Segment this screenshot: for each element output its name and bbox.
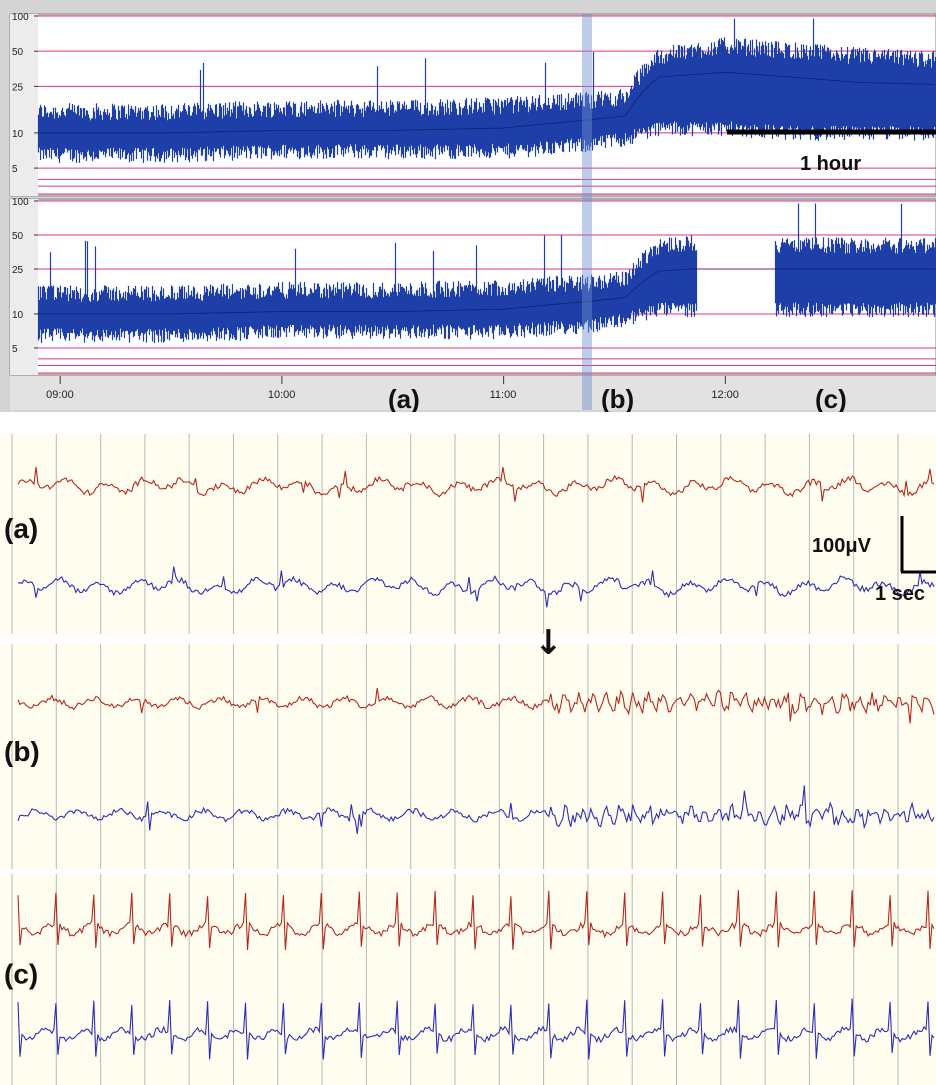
eeg-segment-0: (a) 100μV 1 sec	[0, 434, 936, 634]
segment-marker-2: (c)	[815, 384, 847, 412]
eeg-channel-2-1	[17, 998, 935, 1060]
eeg-segment-label-0: (a)	[4, 513, 38, 544]
y-tick-2-0: 100	[12, 197, 29, 208]
time-tick-1: 10:00	[268, 389, 296, 401]
time-tick-3: 12:00	[711, 389, 739, 401]
trend-panel-1-yaxis	[10, 14, 38, 196]
eeg-svg: (a) 100μV 1 sec (b) ↓ (c)	[0, 434, 936, 1085]
time-tick-2: 11:00	[490, 389, 517, 401]
eeg-segment-bg	[0, 874, 936, 1085]
eeg-channel-2-0	[17, 890, 935, 951]
eeg-segment-bg	[0, 644, 936, 869]
trend-layer: 100 50 25 10 5 100 50 25 10 5	[12, 12, 936, 374]
y-tick-1-4: 5	[12, 164, 18, 175]
eeg-channel-1-1	[17, 785, 935, 834]
y-tick-2-4: 5	[12, 344, 18, 355]
trend-svg: 100 50 25 10 5 100 50 25 10 5 09:00 10:00 11:00 12:0…	[9, 12, 936, 412]
eeg-scale-bar: 100μV 1 sec	[812, 516, 936, 605]
y-tick-2-3: 10	[12, 310, 24, 321]
selection-cursor[interactable]	[582, 14, 592, 410]
y-tick-1-2: 25	[12, 82, 24, 93]
trend-panel-2-yaxis	[10, 199, 38, 375]
time-tick-0: 09:00	[46, 389, 74, 401]
onset-arrow-icon: ↓	[534, 623, 563, 663]
eeg-channel-0-0	[17, 466, 935, 503]
eeg-segment-label-2: (c)	[4, 959, 38, 990]
eeg-layer: (a) 100μV 1 sec (b) ↓ (c)	[0, 434, 936, 1085]
trend-series-2	[37, 203, 936, 344]
eeg-segment-bg	[0, 434, 936, 634]
amplitude-scale-label: 100μV	[812, 535, 872, 557]
y-tick-1-3: 10	[12, 129, 24, 140]
segment-marker-1: (b)	[601, 384, 634, 412]
time-axis-strip	[10, 376, 936, 410]
eeg-segment-1: (b) ↓	[0, 623, 936, 869]
trend-series-1	[37, 18, 936, 163]
eeg-area: (a) 100μV 1 sec (b) ↓ (c)	[0, 412, 936, 1085]
eeg-channel-0-1	[17, 566, 935, 608]
y-tick-1-0: 100	[12, 12, 29, 23]
trend-median-line-2	[38, 268, 935, 315]
eeg-channel-1-0	[17, 687, 935, 724]
eeg-segment-label-1: (b)	[4, 736, 40, 767]
y-tick-1-1: 50	[12, 47, 24, 58]
y-tick-2-2: 25	[12, 265, 24, 276]
segment-marker-0: (a)	[388, 384, 420, 412]
trend-display: 100 50 25 10 5 100 50 25 10 5 09:00 10:00 11:00 12:0…	[0, 0, 936, 412]
time-axis: 09:00 10:00 11:00 12:00 (a) (b) (c)	[46, 376, 847, 412]
trend-median-line-1	[38, 71, 936, 134]
time-scale-label: 1 sec	[875, 583, 925, 605]
y-tick-2-1: 50	[12, 231, 24, 242]
eeg-segment-2: (c)	[0, 874, 936, 1085]
hour-scale-label: 1 hour	[800, 153, 861, 175]
